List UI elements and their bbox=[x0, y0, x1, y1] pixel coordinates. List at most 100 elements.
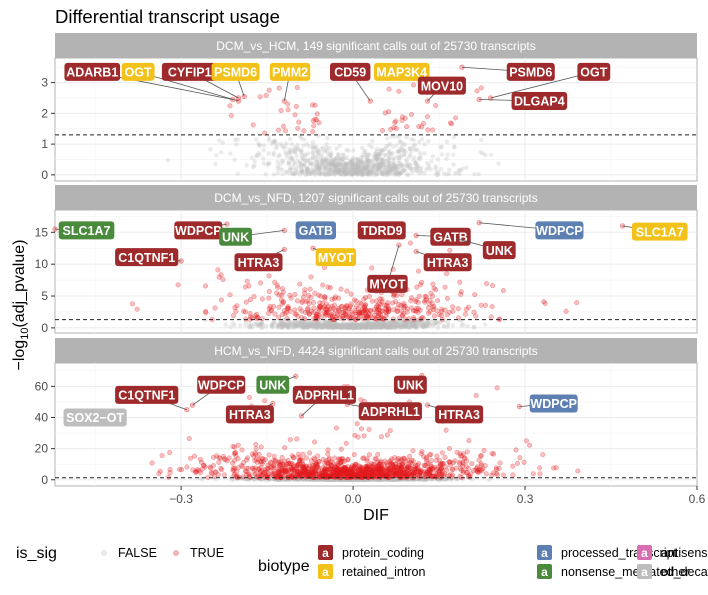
point-sig bbox=[404, 309, 410, 315]
point-nonsig bbox=[337, 167, 342, 172]
point-nonsig bbox=[393, 172, 398, 178]
point-nonsig bbox=[357, 166, 362, 171]
point-sig bbox=[332, 455, 338, 461]
point-nonsig bbox=[408, 152, 413, 158]
point-nonsig bbox=[293, 150, 298, 155]
point-nonsig bbox=[354, 169, 360, 175]
point-nonsig bbox=[451, 162, 456, 167]
point-nonsig bbox=[287, 136, 293, 142]
point-sig bbox=[270, 303, 277, 309]
point-nonsig bbox=[279, 158, 285, 163]
point-sig bbox=[287, 292, 293, 298]
point-nonsig bbox=[359, 160, 365, 165]
point-nonsig bbox=[329, 150, 334, 155]
point-nonsig bbox=[366, 170, 371, 175]
point-nonsig bbox=[334, 324, 340, 329]
point-nonsig bbox=[444, 156, 449, 162]
point-nonsig bbox=[394, 167, 400, 172]
point-sig bbox=[294, 298, 300, 304]
point-nonsig bbox=[365, 170, 370, 176]
gene-label: WDPCP bbox=[198, 378, 245, 392]
point-sig bbox=[287, 437, 293, 443]
point-sig bbox=[300, 294, 306, 300]
point-nonsig bbox=[362, 149, 367, 155]
point-sig bbox=[285, 305, 291, 311]
point-nonsig bbox=[376, 152, 381, 158]
point-nonsig bbox=[376, 151, 381, 157]
point-nonsig bbox=[230, 321, 236, 326]
y-tick-label: 3 bbox=[41, 76, 48, 90]
point-nonsig bbox=[360, 167, 365, 173]
point-nonsig bbox=[366, 163, 372, 168]
point-nonsig bbox=[287, 167, 293, 172]
point-nonsig bbox=[252, 163, 257, 168]
point-nonsig bbox=[356, 160, 361, 165]
point-sig bbox=[489, 472, 495, 478]
facet-panel: DCM_vs_NFD, 1207 significant calls out o… bbox=[35, 185, 698, 335]
point-nonsig bbox=[295, 142, 300, 148]
point-nonsig bbox=[391, 160, 397, 165]
y-tick-label: 20 bbox=[35, 442, 49, 456]
point-nonsig bbox=[386, 150, 392, 155]
gene-label: HTRA3 bbox=[438, 408, 480, 422]
point-sig bbox=[384, 307, 390, 313]
point-nonsig bbox=[351, 164, 356, 169]
point-nonsig bbox=[341, 168, 346, 173]
point-nonsig bbox=[311, 143, 316, 149]
point-sig bbox=[388, 126, 394, 132]
point-sig bbox=[306, 301, 312, 307]
point-nonsig bbox=[301, 157, 306, 162]
point-nonsig bbox=[319, 161, 325, 167]
y-axis-title-prefix: −log bbox=[11, 340, 28, 371]
point-nonsig bbox=[372, 151, 377, 157]
point-nonsig bbox=[366, 171, 371, 176]
point-nonsig bbox=[434, 172, 439, 177]
point-nonsig bbox=[320, 157, 325, 163]
point-sig bbox=[460, 451, 467, 457]
point-nonsig bbox=[352, 170, 357, 175]
point-sig bbox=[441, 472, 447, 478]
point-nonsig bbox=[446, 171, 452, 177]
facet-strip bbox=[55, 33, 697, 58]
point-nonsig bbox=[350, 165, 356, 171]
point-nonsig bbox=[333, 165, 338, 170]
point-nonsig bbox=[357, 157, 362, 163]
point-nonsig bbox=[219, 150, 224, 155]
point-nonsig bbox=[306, 171, 312, 176]
point-nonsig bbox=[359, 159, 364, 164]
point-nonsig bbox=[292, 148, 298, 154]
point-nonsig bbox=[266, 138, 272, 143]
point-labeled bbox=[396, 242, 402, 248]
point-nonsig bbox=[396, 170, 401, 175]
point-nonsig bbox=[303, 172, 308, 177]
point-nonsig bbox=[265, 162, 270, 167]
point-sig bbox=[282, 445, 288, 451]
point-sig bbox=[333, 425, 339, 431]
point-sig bbox=[305, 293, 312, 299]
gene-label: MYOT bbox=[369, 278, 405, 292]
point-sig bbox=[458, 291, 464, 297]
point-nonsig bbox=[395, 171, 400, 176]
point-nonsig bbox=[374, 153, 379, 158]
point-nonsig bbox=[256, 150, 261, 156]
point-nonsig bbox=[348, 167, 354, 172]
point-nonsig bbox=[350, 171, 355, 177]
point-nonsig bbox=[379, 156, 384, 162]
legend-item-label: TRUE bbox=[190, 546, 224, 560]
point-nonsig bbox=[457, 171, 462, 177]
point-nonsig bbox=[380, 159, 386, 164]
point-nonsig bbox=[315, 152, 321, 157]
point-sig bbox=[424, 469, 430, 475]
point-nonsig bbox=[319, 153, 325, 158]
point-sig bbox=[278, 107, 284, 114]
point-nonsig bbox=[308, 172, 313, 177]
point-nonsig bbox=[365, 172, 370, 177]
point-nonsig bbox=[387, 148, 392, 153]
point-nonsig bbox=[328, 163, 333, 168]
point-nonsig bbox=[363, 166, 369, 171]
point-nonsig bbox=[370, 165, 375, 170]
point-nonsig bbox=[223, 322, 228, 327]
point-nonsig bbox=[289, 168, 294, 173]
point-sig bbox=[338, 446, 344, 452]
point-sig bbox=[228, 113, 234, 119]
